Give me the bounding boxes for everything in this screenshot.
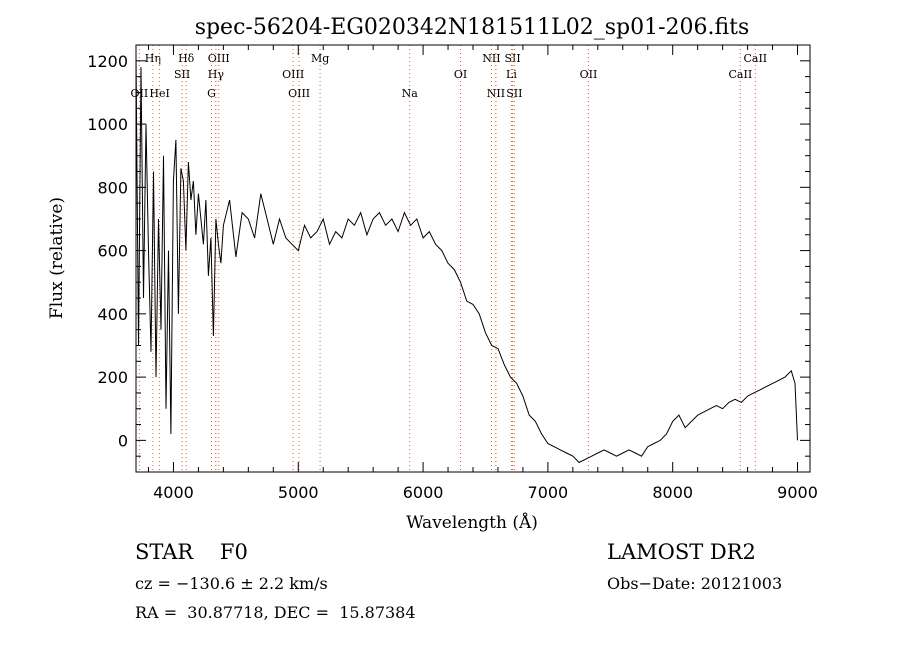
class-line: STAR F0 — [135, 540, 248, 564]
line-label: NII — [487, 87, 505, 100]
line-label: Hγ — [208, 68, 225, 81]
y-axis-label: Flux (relative) — [47, 197, 67, 319]
line-label: Li — [506, 68, 517, 81]
line-label: SII — [504, 52, 520, 65]
cz-line: cz = −130.6 ± 2.2 km/s — [135, 574, 328, 593]
y-tick-label: 800 — [97, 178, 128, 197]
x-tick-label: 9000 — [777, 483, 818, 502]
x-tick-label: 4000 — [153, 483, 194, 502]
emission-line-markers: OII Hη HeI Hδ SII OIII Hγ G OIII OIII Mg Na OI NII NII… — [131, 45, 767, 472]
axes: 4000 5000 6000 7000 8000 9000 0 200 400 600 800 100… — [87, 44, 818, 502]
x-tick-label: 5000 — [278, 483, 319, 502]
y-tick-label: 200 — [97, 368, 128, 387]
y-tick-label: 0 — [118, 431, 128, 450]
y-tick-label: 400 — [97, 305, 128, 324]
x-tick-label: 6000 — [403, 483, 444, 502]
line-label: OII — [131, 87, 149, 100]
plot-area — [135, 54, 798, 464]
line-label: Na — [402, 87, 419, 100]
line-label: NII — [482, 52, 500, 65]
spectrum-line — [135, 54, 798, 464]
x-axis-label: Wavelength (Å) — [406, 512, 538, 533]
obs-date: Obs−Date: 20121003 — [607, 574, 783, 593]
x-tick-label: 7000 — [528, 483, 569, 502]
line-label: CaII — [743, 52, 767, 65]
line-label: Mg — [311, 52, 329, 65]
line-label: Hη — [145, 52, 161, 65]
line-label: OII — [580, 68, 598, 81]
line-label: OIII — [288, 87, 310, 100]
y-tick-label: 1200 — [87, 52, 128, 71]
plot-frame — [135, 44, 811, 473]
line-label: SII — [174, 68, 190, 81]
y-tick-label: 1000 — [87, 115, 128, 134]
coords-line: RA = 30.87718, DEC = 15.87384 — [135, 603, 416, 622]
line-label: OIII — [208, 52, 230, 65]
line-label: G — [207, 87, 216, 100]
survey-name: LAMOST DR2 — [607, 540, 756, 564]
y-tick-label: 600 — [97, 242, 128, 261]
chart-title: spec-56204-EG020342N181511L02_sp01-206.f… — [195, 15, 750, 40]
line-label: CaII — [729, 68, 753, 81]
x-tick-label: 8000 — [652, 483, 693, 502]
line-label: OI — [454, 68, 467, 81]
line-label: OIII — [282, 68, 304, 81]
line-label: SII — [506, 87, 522, 100]
line-label: Hδ — [178, 52, 195, 65]
line-label: HeI — [149, 87, 169, 100]
